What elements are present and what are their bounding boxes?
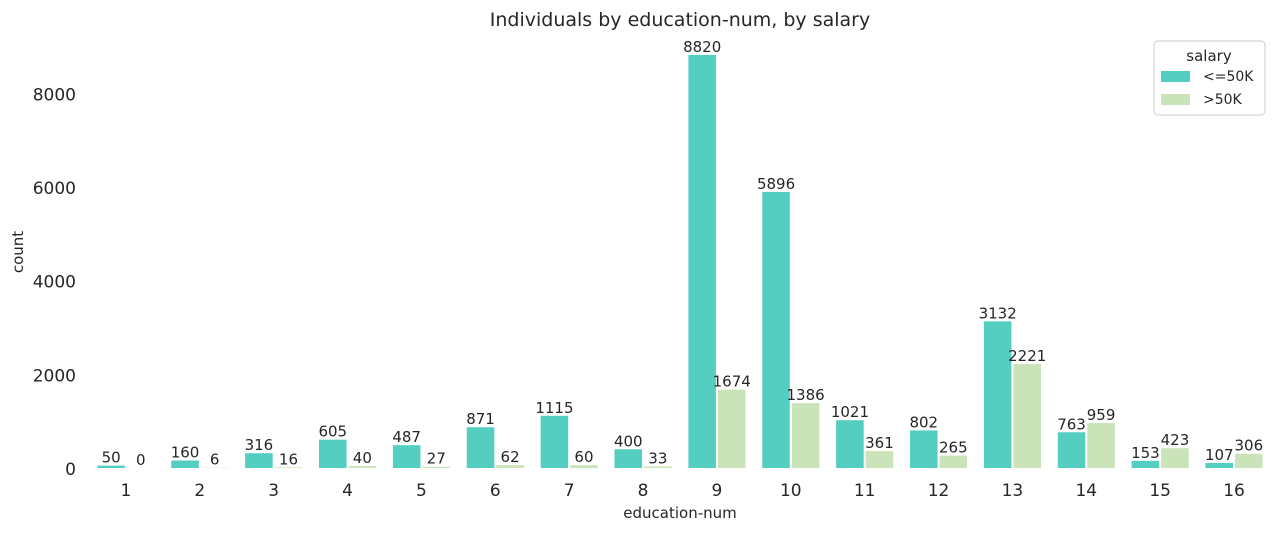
- bar-value-label: 16: [279, 450, 298, 468]
- x-tick-label: 16: [1223, 481, 1245, 501]
- y-tick-label: 0: [65, 460, 76, 480]
- x-tick-label: 10: [780, 481, 802, 501]
- bar-value-label: 33: [648, 449, 667, 467]
- y-tick-label: 4000: [33, 273, 76, 293]
- bar-value-label: 265: [939, 439, 968, 457]
- bar-value-label: 60: [574, 448, 593, 466]
- bar-value-label: 50: [102, 449, 121, 467]
- bar-value-label: 27: [427, 450, 446, 468]
- bar-value-label: 487: [392, 428, 421, 446]
- bar-gt50k: [940, 456, 968, 468]
- bar-value-label: 959: [1087, 406, 1116, 424]
- bar-value-label: 40: [353, 449, 372, 467]
- legend-label-gt50k: >50K: [1203, 92, 1243, 108]
- bar-gt50k: [1161, 448, 1189, 468]
- x-tick-label: 12: [928, 481, 950, 501]
- bar-gt50k: [792, 403, 820, 468]
- bar-le50k: [467, 427, 495, 468]
- bar-value-label: 1674: [713, 373, 751, 391]
- bar-value-label: 6: [210, 451, 220, 469]
- y-tick-label: 6000: [33, 179, 76, 199]
- y-tick-label: 2000: [33, 366, 76, 386]
- bar-le50k: [688, 55, 716, 468]
- bar-le50k: [984, 321, 1012, 468]
- bar-le50k: [762, 192, 790, 468]
- legend-swatch-le50k: [1161, 71, 1190, 82]
- bar-value-label: 400: [614, 432, 643, 450]
- x-tick-label: 6: [490, 481, 501, 501]
- legend: salary <=50K >50K: [1154, 41, 1265, 115]
- bar-value-label: 1021: [831, 403, 869, 421]
- x-tick-label: 5: [416, 481, 427, 501]
- bar-value-label: 605: [318, 423, 347, 441]
- bar-le50k: [836, 420, 864, 468]
- legend-label-le50k: <=50K: [1203, 69, 1254, 85]
- bar-value-label: 62: [501, 448, 520, 466]
- x-tick-label: 4: [342, 481, 353, 501]
- bar-value-label: 306: [1235, 437, 1264, 455]
- bar-value-label: 423: [1161, 431, 1190, 449]
- x-tick-label: 3: [268, 481, 279, 501]
- x-tick-label: 8: [638, 481, 649, 501]
- legend-swatch-gt50k: [1161, 94, 1190, 105]
- bar-le50k: [541, 416, 569, 468]
- x-tick-label: 7: [564, 481, 575, 501]
- x-tick-label: 14: [1075, 481, 1097, 501]
- bar-value-label: 871: [466, 410, 495, 428]
- bar-value-label: 160: [171, 444, 200, 462]
- bar-le50k: [171, 461, 199, 468]
- bar-value-label: 361: [865, 434, 894, 452]
- bar-value-label: 107: [1205, 446, 1234, 464]
- x-tick-label: 9: [712, 481, 723, 501]
- bar-le50k: [615, 449, 643, 468]
- bar-gt50k: [866, 451, 894, 468]
- bar-gt50k: [1013, 364, 1041, 468]
- bar-value-label: 2221: [1008, 347, 1046, 365]
- bar-gt50k: [1235, 454, 1263, 468]
- y-axis-label: count: [9, 231, 27, 273]
- y-axis-ticks: 0 2000 4000 6000 8000: [33, 85, 76, 480]
- bar-gt50k: [1087, 423, 1115, 468]
- x-axis-label: education-num: [623, 504, 736, 522]
- x-tick-label: 15: [1149, 481, 1171, 501]
- bar-value-label: 8820: [683, 38, 721, 56]
- bar-value-label: 3132: [979, 304, 1017, 322]
- x-tick-label: 2: [194, 481, 205, 501]
- bar-value-label: 1386: [786, 386, 824, 404]
- x-tick-label: 11: [854, 481, 876, 501]
- bar-value-label: 316: [245, 436, 274, 454]
- bar-le50k: [319, 440, 347, 468]
- x-tick-label: 13: [1002, 481, 1024, 501]
- bar-value-label: 0: [136, 451, 146, 469]
- bar-value-label: 802: [909, 413, 938, 431]
- bar-gt50k: [718, 390, 746, 468]
- y-tick-label: 8000: [33, 85, 76, 105]
- bar-le50k: [393, 445, 421, 468]
- x-tick-label: 1: [121, 481, 132, 501]
- bar-le50k: [245, 453, 273, 468]
- bar-le50k: [1132, 461, 1160, 468]
- bar-le50k: [1058, 432, 1086, 468]
- bar-value-label: 763: [1057, 415, 1086, 433]
- bar-value-label: 1115: [535, 399, 573, 417]
- bar-le50k: [910, 430, 938, 468]
- bar-value-label: 5896: [757, 175, 795, 193]
- legend-title: salary: [1186, 47, 1232, 65]
- chart-title: Individuals by education-num, by salary: [490, 9, 870, 31]
- bar-value-label: 153: [1131, 444, 1160, 462]
